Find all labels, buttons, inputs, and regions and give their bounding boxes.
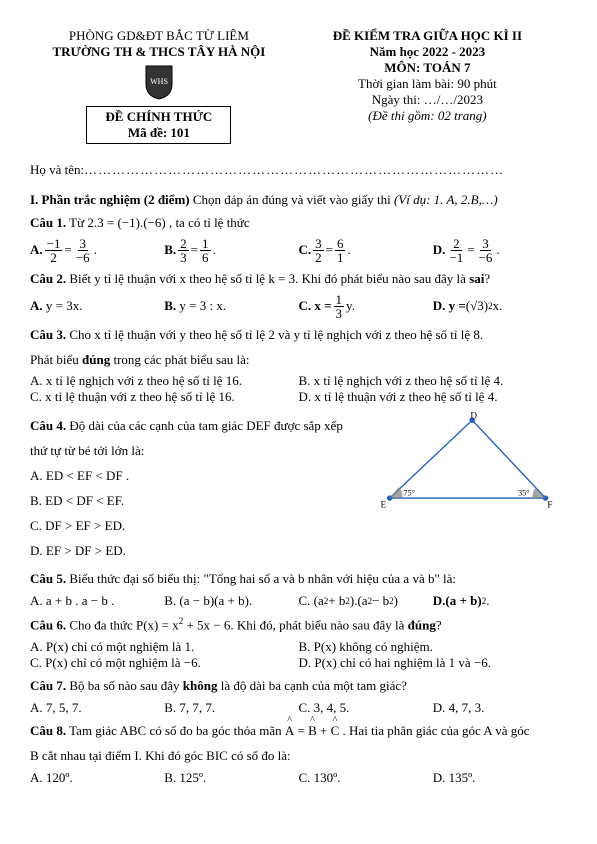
section1-tail: Chọn đáp án đúng và viết vào giấy thi: [190, 192, 394, 207]
q8-B: B. 125º.: [164, 770, 298, 786]
exam-title: ĐỀ KIỂM TRA GIỮA HỌC KÌ II: [288, 28, 567, 44]
section1-title: I. Phần trắc nghiệm (2 điểm): [30, 192, 190, 207]
q6-options: A. P(x) chỉ có một nghiệm là 1. B. P(x) …: [30, 639, 567, 671]
q2-A: A.A. y = 3x. y = 3x.: [30, 293, 164, 320]
school: TRƯỜNG TH & THCS TÂY HÀ NỘI: [30, 44, 288, 60]
tri-D: D: [470, 411, 477, 420]
exam-pages: (Đề thi gồm: 02 trang): [288, 108, 567, 124]
q1-A: A. −12 = 3−6 .: [30, 237, 164, 264]
q6-B: B. P(x) không có nghiệm.: [299, 639, 568, 655]
q1-lead: Câu 1.: [30, 215, 66, 230]
q8-A: A. 120º.: [30, 770, 164, 786]
q2-B: B. y = 3 : x.: [164, 293, 298, 320]
q7-B: B. 7, 7, 7.: [164, 700, 298, 716]
q8: Câu 8. Tam giác ABC có số đo ba góc thỏa…: [30, 722, 567, 741]
q2-D: D. y = (√3)2 x.: [433, 293, 567, 320]
q2-lead: Câu 2.: [30, 271, 66, 286]
q4-D: D. EF > DF > ED.: [30, 542, 363, 561]
q6-C: C. P(x) chỉ có một nghiệm là −6.: [30, 655, 299, 671]
q8-options: A. 120º. B. 125º. C. 130º. D. 135º.: [30, 770, 567, 786]
q8-C: C. 130º.: [299, 770, 433, 786]
tri-angF: 35°: [518, 489, 530, 498]
header-left: PHÒNG GD&ĐT BẮC TỪ LIÊM TRƯỜNG TH & THCS…: [30, 28, 288, 144]
q8-line2: B cắt nhau tại điểm I. Khi đó góc BIC có…: [30, 747, 567, 766]
triangle-diagram: D E F 75° 35°: [363, 411, 567, 564]
q3: Câu 3. Cho x tỉ lệ thuận với y theo hệ s…: [30, 326, 567, 345]
q4-line2: thứ tự từ bé tới lớn là:: [30, 442, 363, 461]
q4: Câu 4. Độ dài của các cạnh của tam giác …: [30, 417, 363, 436]
q3-A: A. x tỉ lệ nghịch với z theo hệ số tỉ lệ…: [30, 373, 299, 389]
q1-B: B. 23 = 16 .: [164, 237, 298, 264]
q6-A: A. P(x) chỉ có một nghiệm là 1.: [30, 639, 299, 655]
exam-subject: MÔN: TOÁN 7: [288, 60, 567, 76]
dept: PHÒNG GD&ĐT BẮC TỪ LIÊM: [30, 28, 288, 44]
q4-B: B. ED < DF < EF.: [30, 492, 363, 511]
exam-date: Ngày thi: …/…/2023: [288, 92, 567, 108]
box-line1: ĐỀ CHÍNH THỨC: [105, 109, 212, 125]
q7-C: C. 3, 4, 5.: [299, 700, 433, 716]
header: PHÒNG GD&ĐT BẮC TỪ LIÊM TRƯỜNG TH & THCS…: [30, 28, 567, 144]
section1-eg: (Ví dụ: 1. A, 2.B,…): [394, 192, 498, 207]
q7: Câu 7. Bộ ba số nào sau đây không là độ …: [30, 677, 567, 696]
header-right: ĐỀ KIỂM TRA GIỮA HỌC KÌ II Năm học 2022 …: [288, 28, 567, 144]
q3-B: B. x tỉ lệ nghịch với z theo hệ số tỉ lệ…: [299, 373, 568, 389]
q1-C: C. 32 = 61 .: [299, 237, 433, 264]
q7-A: A. 7, 5, 7.: [30, 700, 164, 716]
q3-options: A. x tỉ lệ nghịch với z theo hệ số tỉ lệ…: [30, 373, 567, 405]
q1-D: D. 2−1 = 3−6 .: [433, 237, 567, 264]
official-box: ĐỀ CHÍNH THỨC Mã đề: 101: [86, 106, 231, 144]
q2-text: Biết y tỉ lệ thuận với x theo hệ số tỉ l…: [66, 271, 469, 286]
tri-F: F: [547, 500, 552, 510]
q5-options: A. a + b . a − b . B. (a − b)(a + b). C.…: [30, 593, 567, 609]
q7-D: D. 4, 7, 3.: [433, 700, 567, 716]
q4-A: A. ED < EF < DF .: [30, 467, 363, 486]
q1-options: A. −12 = 3−6 . B. 23 = 16 . C. 32 = 61 .…: [30, 237, 567, 264]
tri-E: E: [380, 500, 386, 510]
tri-angE: 75°: [403, 489, 415, 498]
q5-C: C. (a2 + b2).(a2 − b2): [299, 593, 433, 609]
q2-options: A.A. y = 3x. y = 3x. B. y = 3 : x. C. x …: [30, 293, 567, 320]
q8-D: D. 135º.: [433, 770, 567, 786]
q4-C: C. DF > EF > ED.: [30, 517, 363, 536]
q6: Câu 6. Cho đa thức P(x) = x2 + 5x − 6. K…: [30, 615, 567, 635]
school-logo-icon: WHS: [144, 64, 174, 100]
q5: Câu 5. Biểu thức đại số biểu thị: "Tổng …: [30, 570, 567, 589]
q2: Câu 2. Biết y tỉ lệ thuận với x theo hệ …: [30, 270, 567, 289]
q1: Câu 1. Từ 2.3 = (−1).(−6) , ta có tỉ lệ …: [30, 214, 567, 233]
box-line2: Mã đề: 101: [105, 125, 212, 141]
q3-D: D. x tỉ lệ thuận với z theo hệ số tỉ lệ …: [299, 389, 568, 405]
exam-year: Năm học 2022 - 2023: [288, 44, 567, 60]
name-dots: ………………………………………………………………………………: [84, 162, 504, 177]
q3-C: C. x tỉ lệ thuận với z theo hệ số tỉ lệ …: [30, 389, 299, 405]
name-line: Họ và tên:………………………………………………………………………………: [30, 162, 567, 178]
q7-options: A. 7, 5, 7. B. 7, 7, 7. C. 3, 4, 5. D. 4…: [30, 700, 567, 716]
svg-text:WHS: WHS: [150, 77, 168, 86]
q4-wrap: Câu 4. Độ dài của các cạnh của tam giác …: [30, 411, 567, 564]
exam-duration: Thời gian làm bài: 90 phút: [288, 76, 567, 92]
section-1: I. Phần trắc nghiệm (2 điểm) Chọn đáp án…: [30, 192, 567, 208]
q1-text: Từ 2.3 = (−1).(−6) , ta có tỉ lệ thức: [66, 215, 250, 230]
q5-A: A. a + b . a − b .: [30, 593, 164, 609]
q3-line2: Phát biểu đúng trong các phát biểu sau l…: [30, 351, 567, 370]
name-label: Họ và tên:: [30, 162, 84, 177]
q2-C: C. x = 13 y.: [299, 293, 433, 320]
q5-B: B. (a − b)(a + b).: [164, 593, 298, 609]
q6-D: D. P(x) chỉ có hai nghiệm là 1 và −6.: [299, 655, 568, 671]
q5-D: D.(a + b)2.: [433, 593, 567, 609]
